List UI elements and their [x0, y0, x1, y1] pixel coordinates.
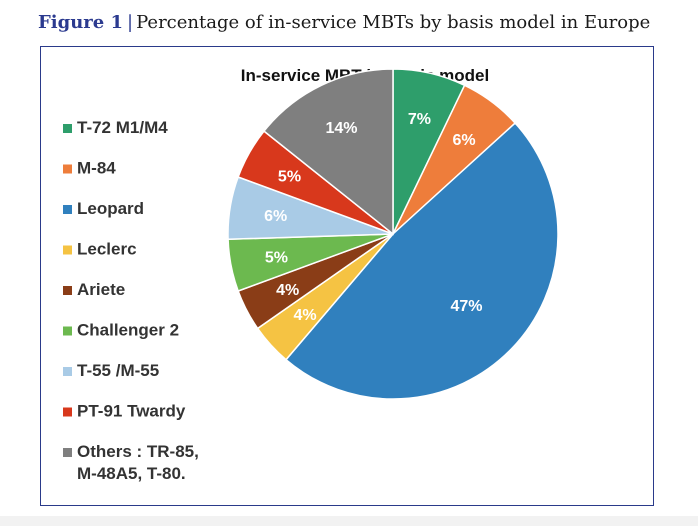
legend-swatch: [63, 205, 72, 214]
data-label-leclerc: 4%: [293, 307, 316, 324]
legend-item-leclerc: Leclerc: [63, 240, 137, 259]
legend-label: Leclerc: [77, 240, 137, 259]
data-label-m-84: 6%: [452, 132, 475, 149]
pie-slice-others: [262, 68, 394, 236]
legend-item-ariete: Ariete: [63, 280, 125, 299]
legend-item-m-84: M-84: [63, 159, 116, 178]
legend-label: Challenger 2: [77, 321, 179, 340]
data-label-pt-91-twardy: 5%: [278, 169, 301, 186]
legend-swatch: [63, 245, 72, 255]
legend-swatch: [63, 407, 72, 417]
pie-slices: [227, 68, 559, 400]
legend-label: PT-91 Twardy: [77, 402, 186, 421]
legend-swatch: [63, 448, 72, 457]
legend-swatch: [63, 124, 72, 133]
pie-chart: In-service MBT by basis model 7%6%47%4%4…: [63, 66, 559, 483]
legend-item-challenger-2: Challenger 2: [63, 321, 179, 340]
legend-swatch: [63, 326, 72, 336]
legend-swatch: [63, 164, 72, 174]
legend-item-leopard: Leopard: [63, 199, 144, 218]
legend-item-others: Others : TR-85, M-48A5, T-80.: [63, 442, 199, 483]
legend-item-pt-91-twardy: PT-91 Twardy: [63, 402, 186, 421]
chart-frame: In-service MBT by basis model 7%6%47%4%4…: [40, 46, 654, 506]
pie-slice-leopard: [284, 122, 559, 400]
legend-label: M-48A5, T-80.: [77, 464, 186, 483]
figure-caption: Figure 1 | Percentage of in-service MBTs b…: [38, 12, 650, 33]
figure-label: Figure 1: [38, 12, 124, 33]
legend-swatch: [63, 286, 72, 295]
footer-band: [0, 516, 698, 526]
data-label-t-72-m1-m4: 7%: [408, 111, 431, 128]
caption-separator: |: [127, 12, 134, 33]
legend-item-t-72-m1-m4: T-72 M1/M4: [63, 118, 168, 137]
legend-label: Leopard: [77, 199, 144, 218]
legend-label: M-84: [77, 159, 116, 178]
data-label-ariete: 4%: [276, 282, 299, 299]
data-label-leopard: 47%: [450, 298, 482, 315]
legend-swatch: [63, 367, 72, 376]
data-label-others: 14%: [325, 120, 357, 137]
legend-label: Ariete: [77, 280, 125, 299]
legend-item-t-55-m-55: T-55 /M-55: [63, 361, 159, 380]
figure-caption-text: Percentage of in-service MBTs by basis m…: [136, 12, 651, 33]
chart-legend: T-72 M1/M4 M-84 Leopard Leclerc Ariete Challe…: [63, 118, 199, 483]
legend-label: T-72 M1/M4: [77, 118, 168, 137]
legend-label: Others : TR-85,: [77, 442, 199, 461]
data-label-challenger-2: 5%: [265, 250, 288, 267]
data-label-t-55-m-55: 6%: [264, 208, 287, 225]
pie-slice-labels: 7% 6% 47% 4% 4% 5% 6% 5% 14%: [264, 111, 482, 324]
legend-label: T-55 /M-55: [77, 361, 159, 380]
